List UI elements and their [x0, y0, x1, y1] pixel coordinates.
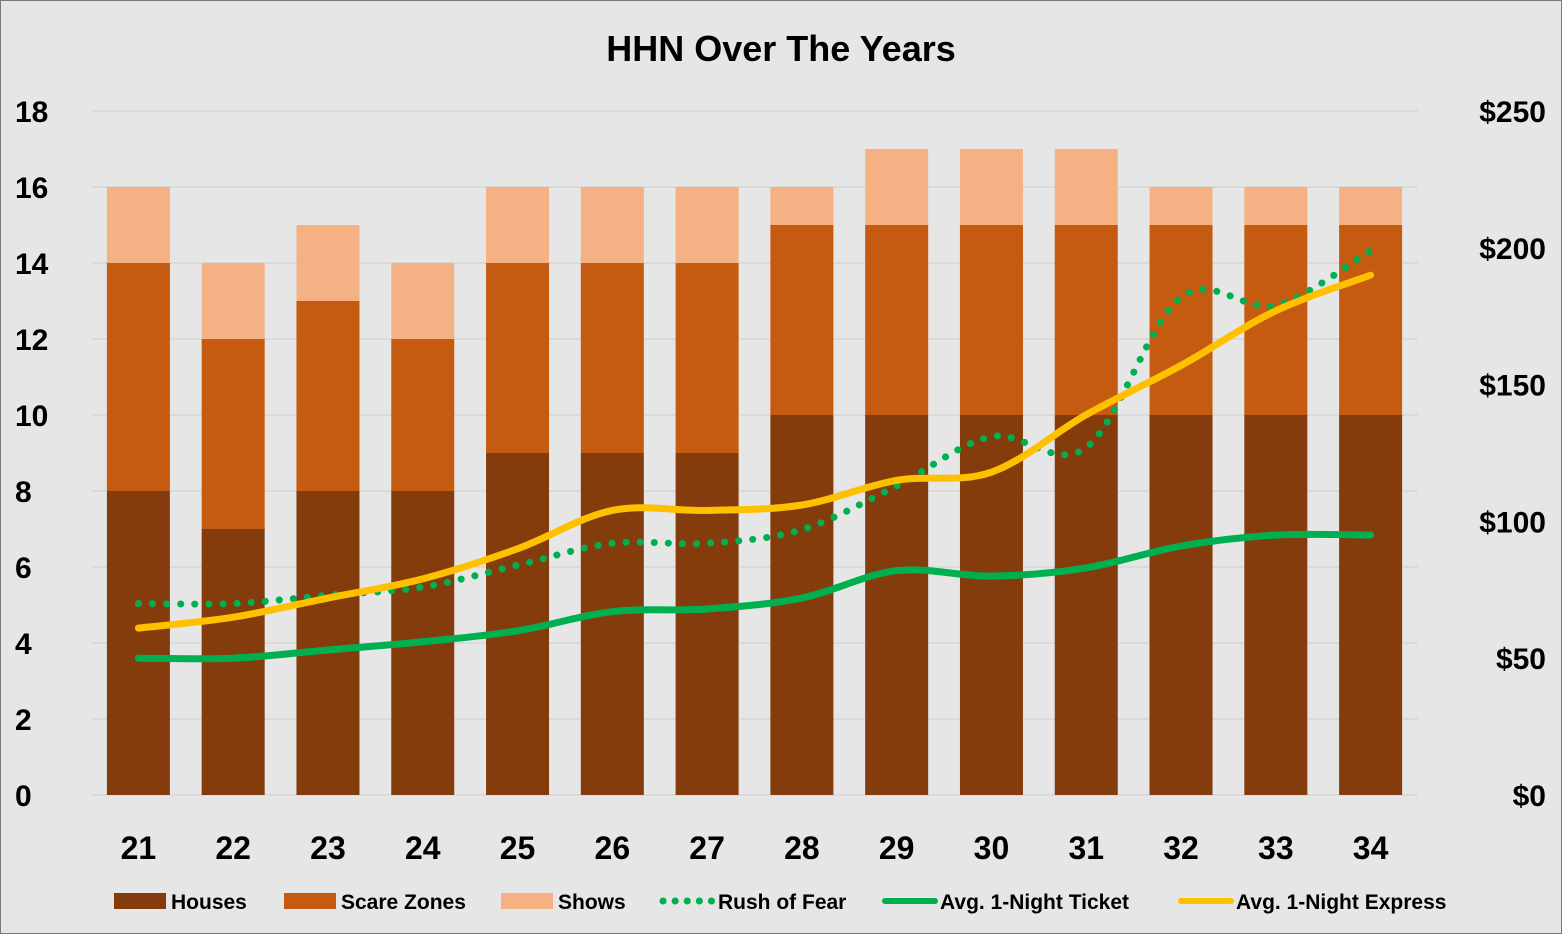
- x-axis: 21 22 23 24 25 26 27 28 29 30 31 32 33 34: [121, 830, 1389, 866]
- y2-tick-label: $100: [1479, 506, 1546, 539]
- bar-shows: [296, 225, 360, 301]
- legend-label: Scare Zones: [341, 891, 466, 914]
- y-tick-label: 2: [15, 704, 32, 737]
- bar-scare-zones: [1339, 225, 1403, 415]
- legend-swatch: [501, 893, 553, 909]
- y-tick-label: 0: [15, 780, 32, 813]
- bars-layer: [106, 149, 1403, 795]
- legend-item: Scare Zones: [284, 891, 466, 914]
- bar-shows: [580, 187, 644, 263]
- y2-tick-label: $0: [1513, 780, 1546, 813]
- line-avg-1-night-express: [134, 271, 1375, 632]
- x-tick-label: 31: [1068, 830, 1104, 866]
- y-tick-label: 8: [15, 476, 32, 509]
- bar-shows: [106, 187, 170, 263]
- bar-houses: [1339, 415, 1403, 795]
- bar-shows: [201, 263, 265, 339]
- x-tick-label: 30: [974, 830, 1010, 866]
- legend-label: Houses: [171, 891, 247, 914]
- y-tick-label: 10: [15, 400, 48, 433]
- y2-tick-label: $150: [1479, 370, 1546, 403]
- x-tick-label: 22: [215, 830, 251, 866]
- y-tick-label: 14: [15, 248, 49, 281]
- legend-swatch: [284, 893, 336, 909]
- x-tick-label: 32: [1163, 830, 1199, 866]
- bar-houses: [296, 491, 360, 795]
- bar-houses: [1054, 415, 1118, 795]
- legend-label: Avg. 1-Night Ticket: [940, 891, 1129, 914]
- x-tick-label: 27: [689, 830, 725, 866]
- legend-item: Rush of Fear: [659, 891, 846, 914]
- legend-label: Shows: [558, 891, 626, 914]
- bar-houses: [580, 453, 644, 795]
- left-y-axis: 0 2 4 6 8 10 12 14 16 18: [15, 96, 49, 813]
- grid-layer: [91, 110, 1418, 796]
- y2-tick-label: $50: [1496, 643, 1546, 676]
- x-tick-label: 24: [405, 830, 441, 866]
- y-tick-label: 18: [15, 96, 48, 129]
- x-tick-label: 21: [121, 830, 157, 866]
- right-y-axis: $0 $50 $100 $150 $200 $250: [1479, 96, 1546, 813]
- bar-shows: [1339, 187, 1403, 225]
- x-tick-label: 29: [879, 830, 915, 866]
- bar-scare-zones: [770, 225, 834, 415]
- bar-houses: [675, 453, 739, 795]
- x-tick-label: 33: [1258, 830, 1294, 866]
- bar-shows: [1054, 149, 1118, 225]
- bar-scare-zones: [959, 225, 1023, 415]
- legend-swatch: [114, 893, 166, 909]
- lines-layer: [134, 247, 1375, 663]
- y2-tick-label: $200: [1479, 233, 1546, 266]
- bar-scare-zones: [675, 263, 739, 453]
- legend-item: Avg. 1-Night Ticket: [882, 891, 1129, 914]
- bar-scare-zones: [486, 263, 550, 453]
- bar-scare-zones: [865, 225, 929, 415]
- bar-scare-zones: [391, 339, 455, 491]
- bar-shows: [1244, 187, 1308, 225]
- line-avg-1-night-ticket: [134, 530, 1375, 663]
- bar-shows: [865, 149, 929, 225]
- bar-scare-zones: [106, 263, 170, 491]
- legend-item: Houses: [114, 891, 247, 914]
- x-tick-label: 34: [1353, 830, 1389, 866]
- y-tick-label: 12: [15, 324, 48, 357]
- bar-shows: [959, 149, 1023, 225]
- bar-scare-zones: [201, 339, 265, 529]
- bar-houses: [1244, 415, 1308, 795]
- legend-label: Rush of Fear: [718, 891, 846, 914]
- y2-tick-label: $250: [1479, 96, 1546, 129]
- y-tick-label: 6: [15, 552, 32, 585]
- y-tick-label: 4: [15, 628, 32, 661]
- legend-item: Shows: [501, 891, 626, 914]
- legend: Houses Scare Zones Shows Rush of Fear Avg. 1…: [114, 891, 1446, 914]
- y-tick-label: 16: [15, 172, 48, 205]
- x-tick-label: 23: [310, 830, 346, 866]
- bar-shows: [675, 187, 739, 263]
- bar-shows: [391, 263, 455, 339]
- chart-title: HHN Over The Years: [606, 28, 956, 69]
- x-tick-label: 25: [500, 830, 536, 866]
- bar-scare-zones: [296, 301, 360, 491]
- x-tick-label: 26: [595, 830, 631, 866]
- bar-scare-zones: [1054, 225, 1118, 415]
- bar-houses: [1149, 415, 1213, 795]
- bar-scare-zones: [580, 263, 644, 453]
- bar-houses: [106, 491, 170, 795]
- bar-shows: [486, 187, 550, 263]
- x-tick-label: 28: [784, 830, 820, 866]
- bar-shows: [770, 187, 834, 225]
- bar-shows: [1149, 187, 1213, 225]
- legend-item: Avg. 1-Night Express: [1178, 891, 1446, 914]
- legend-label: Avg. 1-Night Express: [1236, 891, 1446, 914]
